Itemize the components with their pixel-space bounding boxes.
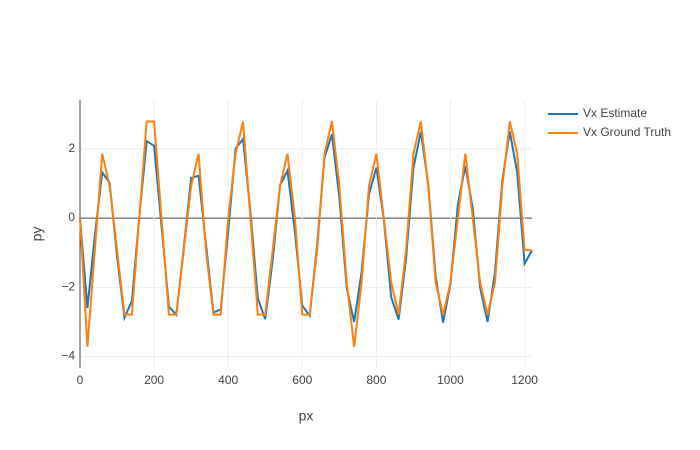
legend-label: Vx Ground Truth [583,125,671,139]
y-tick-label: 0 [68,210,75,224]
y-axis-title: py [29,227,45,242]
y-tick-label: −4 [61,349,75,363]
x-tick-label: 1200 [511,373,538,387]
data-line [79,120,532,347]
x-tick-label: 600 [292,373,312,387]
x-tick-label: 200 [144,373,164,387]
legend-label: Vx Estimate [583,106,647,120]
x-tick-label: 1000 [437,373,464,387]
data-line [79,131,533,323]
x-tick-label: 800 [366,373,386,387]
x-tick-label: 400 [218,373,238,387]
y-tick-label: −2 [61,279,75,293]
x-axis-title: px [299,408,314,424]
y-tick-label: 2 [68,141,75,155]
x-tick-label: 0 [77,373,84,387]
